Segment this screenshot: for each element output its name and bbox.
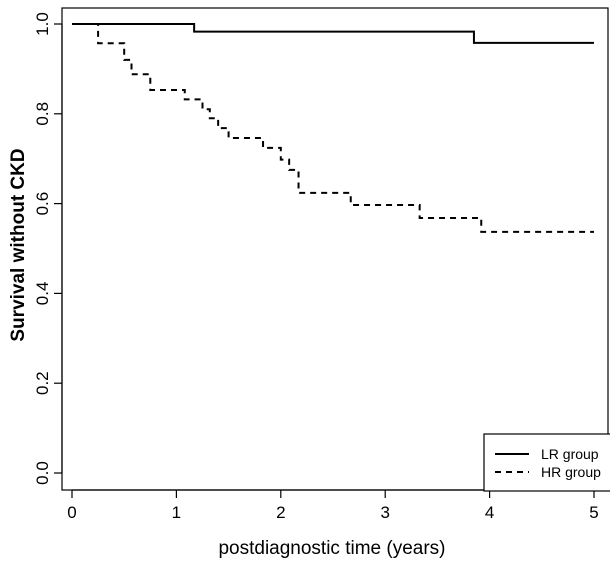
y-axis-title: Survival without CKD xyxy=(8,148,29,341)
series-layer xyxy=(72,23,594,233)
y-tick-label: 0.4 xyxy=(33,282,52,306)
series-line-lr xyxy=(72,23,594,44)
x-axis-title: postdiagnostic time (years) xyxy=(218,538,445,559)
legend-label-hr: HR group xyxy=(541,464,601,480)
y-tick-label: 1.0 xyxy=(33,12,52,36)
series-line-hr xyxy=(72,23,594,233)
x-axis: 0 1 2 3 4 5 xyxy=(67,489,599,522)
x-tick-label: 5 xyxy=(589,503,598,522)
legend-box xyxy=(483,433,610,492)
legend-label-lr: LR group xyxy=(541,446,599,462)
y-tick-label: 0.8 xyxy=(33,102,52,126)
y-tick-label: 0.6 xyxy=(33,192,52,216)
x-tick-label: 3 xyxy=(380,503,389,522)
x-tick-label: 1 xyxy=(172,503,181,522)
x-tick-label: 0 xyxy=(67,503,76,522)
y-axis: 0.0 0.2 0.4 0.6 0.8 1.0 xyxy=(33,12,63,485)
legend: LR group HR group xyxy=(483,433,610,492)
y-tick-label: 0.0 xyxy=(33,461,52,485)
x-tick-label: 4 xyxy=(485,503,494,522)
y-tick-label: 0.2 xyxy=(33,371,52,395)
x-tick-label: 2 xyxy=(276,503,285,522)
plot-frame xyxy=(61,7,609,491)
